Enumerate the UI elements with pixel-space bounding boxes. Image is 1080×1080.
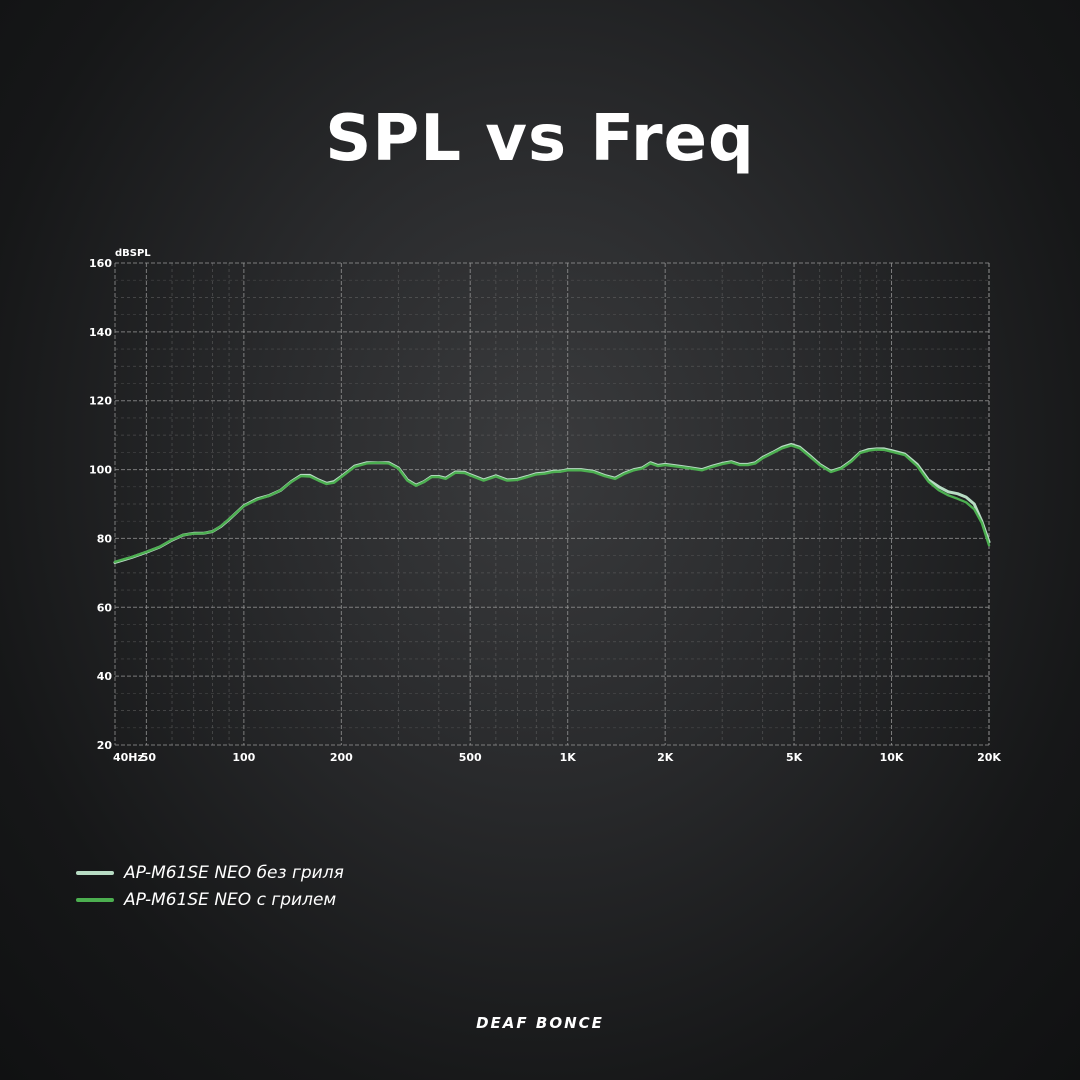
y-tick-label: 140 (89, 326, 112, 339)
chart-title: SPL vs Freq (325, 102, 755, 176)
x-tick-label: 5K (786, 751, 803, 764)
x-tick-label: 2K (657, 751, 674, 764)
brand-logo: DEAF BONCE (476, 1014, 604, 1032)
x-tick-label: 500 (459, 751, 482, 764)
x-tick-label: 20K (977, 751, 1001, 764)
grid (114, 262, 990, 746)
series-lines (113, 442, 991, 564)
series-line-without-grille (113, 442, 991, 564)
x-tick-label: 50 (141, 751, 157, 764)
legend-item-with-grille[interactable]: AP-M61SE NEO с грилем (76, 887, 344, 913)
y-tick-label: 60 (97, 601, 113, 614)
legend: AP-M61SE NEO без гриля AP-M61SE NEO с гр… (76, 860, 344, 914)
y-tick-labels: 20 40 60 80 100 120 140 160 (89, 257, 112, 752)
y-tick-label: 100 (89, 464, 112, 477)
y-tick-label: 160 (89, 257, 112, 270)
y-tick-label: 120 (89, 395, 112, 408)
x-tick-label: 200 (330, 751, 353, 764)
legend-item-without-grille[interactable]: AP-M61SE NEO без гриля (76, 860, 344, 886)
legend-swatch-without-grille (76, 871, 114, 875)
legend-label-without-grille: AP-M61SE NEO без гриля (124, 863, 344, 883)
y-tick-label: 40 (97, 670, 113, 683)
series-line-with-grille (113, 444, 991, 563)
y-axis-label: dBSPL (115, 248, 151, 259)
y-tick-label: 20 (97, 739, 113, 752)
x-tick-label: 1K (560, 751, 577, 764)
x-tick-label: 10K (880, 751, 904, 764)
x-tick-label: 40Hz (113, 751, 144, 764)
y-tick-label: 80 (97, 532, 113, 545)
legend-label-with-grille: AP-M61SE NEO с грилем (124, 890, 337, 910)
x-tick-label: 100 (232, 751, 255, 764)
legend-swatch-with-grille (76, 898, 114, 902)
